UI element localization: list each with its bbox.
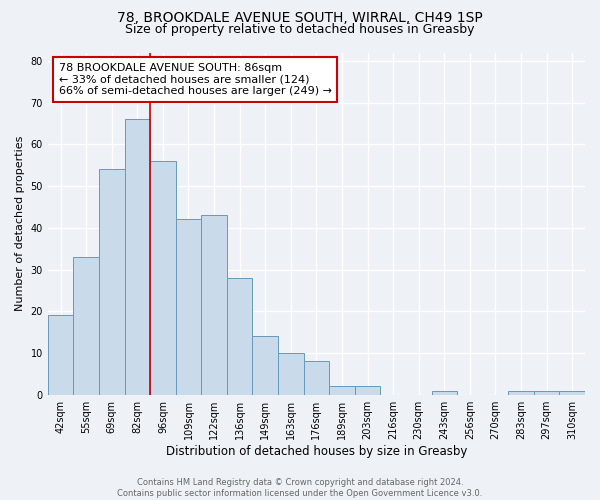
Bar: [431, 390, 457, 394]
Text: 78 BROOKDALE AVENUE SOUTH: 86sqm
← 33% of detached houses are smaller (124)
66% : 78 BROOKDALE AVENUE SOUTH: 86sqm ← 33% o…: [59, 63, 332, 96]
Bar: [329, 386, 355, 394]
Bar: [559, 390, 585, 394]
Bar: [304, 362, 329, 394]
Bar: [355, 386, 380, 394]
Text: Size of property relative to detached houses in Greasby: Size of property relative to detached ho…: [125, 22, 475, 36]
Bar: [73, 257, 99, 394]
Bar: [253, 336, 278, 394]
Text: Contains HM Land Registry data © Crown copyright and database right 2024.
Contai: Contains HM Land Registry data © Crown c…: [118, 478, 482, 498]
Bar: [278, 353, 304, 395]
Bar: [150, 161, 176, 394]
Bar: [99, 170, 125, 394]
X-axis label: Distribution of detached houses by size in Greasby: Distribution of detached houses by size …: [166, 444, 467, 458]
Bar: [125, 120, 150, 394]
Text: 78, BROOKDALE AVENUE SOUTH, WIRRAL, CH49 1SP: 78, BROOKDALE AVENUE SOUTH, WIRRAL, CH49…: [117, 11, 483, 25]
Bar: [227, 278, 253, 394]
Bar: [48, 316, 73, 394]
Bar: [508, 390, 534, 394]
Y-axis label: Number of detached properties: Number of detached properties: [15, 136, 25, 312]
Bar: [534, 390, 559, 394]
Bar: [176, 220, 201, 394]
Bar: [201, 216, 227, 394]
